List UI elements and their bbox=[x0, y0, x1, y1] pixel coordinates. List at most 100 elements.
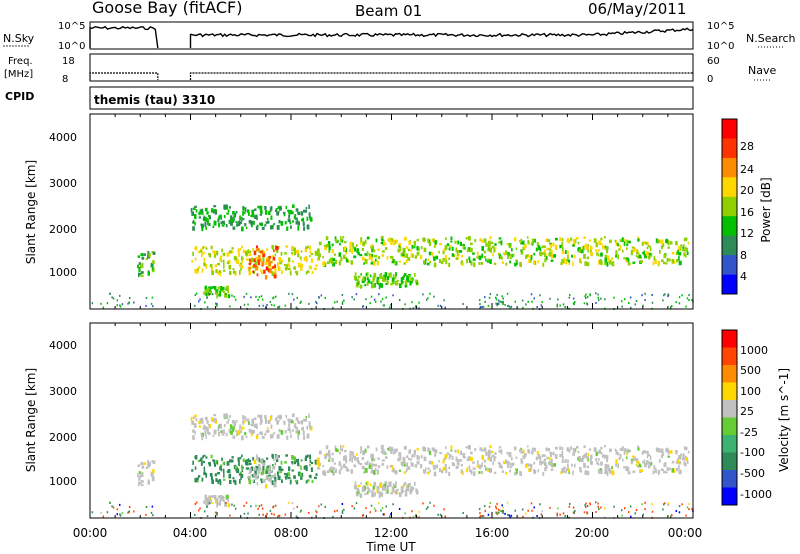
velocity-cell bbox=[268, 467, 271, 471]
power-cell bbox=[213, 209, 217, 213]
power-cell bbox=[394, 281, 398, 286]
colorbar-segment bbox=[722, 196, 737, 217]
power-cell bbox=[291, 220, 295, 223]
power-cell bbox=[622, 249, 624, 253]
velocity-cell bbox=[223, 499, 225, 502]
velocity-cell bbox=[511, 457, 513, 461]
power-cell bbox=[314, 267, 317, 271]
power-cell bbox=[291, 252, 294, 256]
velocity-cell bbox=[318, 505, 320, 508]
velocity-cell bbox=[572, 470, 574, 476]
power-cell bbox=[288, 292, 290, 295]
velocity-cell bbox=[226, 414, 229, 419]
velocity-cell bbox=[494, 452, 497, 455]
power-cell bbox=[506, 292, 509, 295]
velocity-yaxis-tick-1000: 1000 bbox=[49, 475, 77, 488]
velocity-cell bbox=[364, 493, 367, 496]
power-cell bbox=[403, 274, 405, 278]
power-cell bbox=[600, 242, 603, 246]
velocity-cell bbox=[359, 462, 363, 466]
velocity-cell bbox=[675, 510, 677, 512]
power-cell bbox=[439, 304, 442, 307]
power-cell bbox=[270, 225, 273, 230]
power-cell bbox=[322, 256, 324, 259]
power-cell bbox=[204, 285, 208, 290]
velocity-cell bbox=[217, 427, 220, 432]
power-cell bbox=[342, 236, 345, 239]
velocity-cell bbox=[274, 462, 277, 466]
velocity-cell bbox=[657, 448, 660, 452]
power-cell bbox=[632, 261, 636, 264]
power-cell bbox=[521, 299, 524, 302]
power-cell bbox=[361, 279, 365, 284]
power-cell bbox=[338, 252, 342, 257]
power-cell bbox=[194, 304, 196, 307]
power-cell bbox=[586, 303, 589, 306]
velocity-cbar-tick-neg100: -100 bbox=[740, 446, 765, 459]
power-cell bbox=[548, 248, 552, 251]
velocity-cell bbox=[270, 424, 273, 429]
power-cell bbox=[666, 257, 669, 262]
power-cell bbox=[615, 255, 617, 258]
velocity-cell bbox=[345, 467, 348, 472]
colorbar-segment bbox=[722, 382, 737, 401]
power-cell bbox=[392, 242, 396, 246]
power-cbar-tick-8: 8 bbox=[740, 249, 747, 262]
power-cell bbox=[526, 254, 529, 258]
velocity-cell bbox=[195, 418, 198, 422]
power-cell bbox=[266, 304, 268, 306]
power-cell bbox=[543, 249, 546, 253]
velocity-cell bbox=[548, 457, 552, 460]
velocity-cell bbox=[151, 460, 154, 463]
velocity-cell bbox=[559, 513, 561, 516]
power-cell bbox=[552, 242, 555, 247]
velocity-cell bbox=[305, 466, 308, 472]
power-cell bbox=[366, 251, 369, 256]
velocity-cell bbox=[484, 464, 487, 468]
power-cell bbox=[266, 217, 269, 221]
power-cell bbox=[549, 251, 552, 257]
velocity-cell bbox=[365, 482, 368, 485]
velocity-cell bbox=[644, 501, 646, 504]
velocity-cell bbox=[561, 451, 564, 456]
velocity-cell bbox=[300, 459, 303, 462]
velocity-cell bbox=[214, 500, 217, 504]
power-cell bbox=[274, 253, 277, 257]
power-cell bbox=[325, 236, 329, 241]
freq-trace bbox=[89, 72, 693, 80]
velocity-cell bbox=[443, 508, 445, 511]
velocity-cell bbox=[564, 515, 566, 517]
power-cell bbox=[306, 216, 309, 221]
power-cell bbox=[621, 237, 624, 242]
velocity-cell bbox=[373, 507, 376, 510]
velocity-cell bbox=[501, 470, 504, 473]
colorbar-segment bbox=[722, 255, 737, 275]
power-cell bbox=[287, 209, 290, 212]
velocity-cell bbox=[416, 455, 419, 460]
power-cell bbox=[250, 296, 252, 299]
power-cell bbox=[271, 226, 274, 230]
velocity-cell bbox=[523, 455, 525, 458]
power-cell bbox=[533, 252, 536, 256]
power-cell bbox=[217, 286, 221, 290]
velocity-cell bbox=[261, 470, 265, 475]
velocity-cell bbox=[116, 508, 119, 511]
velocity-cell bbox=[675, 450, 678, 455]
velocity-cell bbox=[255, 504, 257, 507]
velocity-cell bbox=[435, 464, 439, 469]
power-cell bbox=[352, 245, 355, 249]
power-cell bbox=[593, 238, 597, 243]
power-cell bbox=[476, 256, 480, 259]
power-cell bbox=[255, 266, 258, 271]
velocity-cell bbox=[563, 466, 566, 470]
power-cell bbox=[580, 249, 584, 254]
power-cell bbox=[366, 277, 369, 280]
velocity-cell bbox=[470, 470, 473, 475]
velocity-cell bbox=[383, 483, 386, 488]
power-cell bbox=[208, 223, 211, 227]
velocity-cell bbox=[595, 501, 597, 504]
velocity-cell bbox=[317, 467, 320, 470]
velocity-cell bbox=[300, 467, 302, 471]
power-cell bbox=[150, 302, 153, 305]
power-cell bbox=[244, 207, 247, 212]
